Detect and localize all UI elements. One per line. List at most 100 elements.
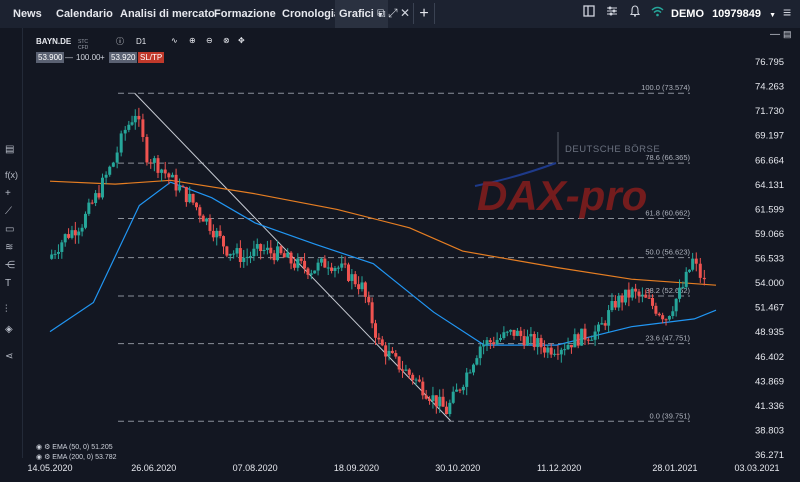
candle-body xyxy=(77,231,81,236)
volume-increase-button[interactable]: + xyxy=(100,53,105,62)
close-tab-icon[interactable]: ✕ xyxy=(400,6,411,20)
candle-body xyxy=(319,258,323,263)
fibonacci-retracement[interactable]: 100.0 (73.574) 78.6 (66.365) 61.8 (60.662)… xyxy=(118,83,690,422)
candle-body xyxy=(286,252,290,258)
bell-icon[interactable] xyxy=(629,5,641,20)
minimize-icon[interactable]: — xyxy=(770,29,780,40)
candle-body xyxy=(553,353,557,355)
candle-body xyxy=(272,253,276,261)
detach-window-icon[interactable]: ⧉ xyxy=(377,6,386,20)
tab-analisi-di-mercato[interactable]: Analisi di mercato xyxy=(120,8,215,20)
x-tick-label: 03.03.2021 xyxy=(734,463,779,473)
candle-body xyxy=(502,332,506,339)
candle-body xyxy=(630,288,634,298)
watchlist-icon[interactable]: ▤ xyxy=(5,144,15,155)
eye-icon[interactable]: ◉ xyxy=(36,444,43,451)
candle-body xyxy=(67,234,71,238)
candle-body xyxy=(262,250,266,252)
move-icon[interactable]: ✥ xyxy=(238,36,245,45)
zoom-reset-icon[interactable]: ⊗ xyxy=(223,36,230,45)
x-tick-label: 11.12.2020 xyxy=(537,463,581,473)
account-number: 10979849 xyxy=(712,8,762,20)
tab-cronologia[interactable]: Cronologia xyxy=(282,8,341,20)
candle-body xyxy=(238,248,242,262)
bid-price[interactable]: 53.900 xyxy=(36,52,65,63)
candle-body xyxy=(228,253,232,256)
candle-body xyxy=(515,330,519,336)
candle-body xyxy=(651,298,655,306)
legend-ema-50[interactable]: ◉ ⚙ EMA (50, 0) 51.205 xyxy=(36,443,113,451)
layout-icon[interactable] xyxy=(583,5,595,20)
candle-body xyxy=(384,345,388,357)
candle-body xyxy=(428,398,432,401)
candle-body xyxy=(326,267,330,269)
text-tool-icon[interactable]: T xyxy=(5,278,12,289)
candle-body xyxy=(678,287,682,299)
timeframe-selector[interactable]: D1 xyxy=(136,37,147,46)
function-icon[interactable]: f(x) xyxy=(5,170,18,180)
symbol-name[interactable]: BAYN.DE xyxy=(36,37,72,46)
info-icon[interactable]: ⓘ xyxy=(116,37,124,46)
price-chart[interactable]: 100.0 (73.574) 78.6 (66.365) 61.8 (60.662)… xyxy=(0,28,800,477)
eye-icon[interactable]: ◉ xyxy=(36,454,43,461)
zoom-out-icon[interactable]: ⊖ xyxy=(206,36,213,45)
volume-input[interactable]: 100.00 xyxy=(76,53,101,62)
popout-icon[interactable]: ⤢ xyxy=(388,6,398,20)
candle-body xyxy=(691,258,695,270)
candle-body xyxy=(465,372,469,387)
candle-body xyxy=(330,267,334,271)
candle-body xyxy=(694,258,698,264)
candle-body xyxy=(394,353,398,357)
candle-body xyxy=(205,218,209,222)
candle-body xyxy=(407,369,411,375)
line-tool-icon[interactable]: ⟋ xyxy=(5,206,12,217)
chart-panel[interactable]: 100.0 (73.574) 78.6 (66.365) 61.8 (60.662)… xyxy=(0,28,800,477)
chart-type-icon[interactable]: ∿ xyxy=(171,36,178,45)
candle-body xyxy=(303,260,307,269)
candle-body xyxy=(265,247,269,251)
candle-body xyxy=(671,311,675,317)
tab-grafici[interactable]: Grafici ▼ xyxy=(335,0,388,28)
candle-body xyxy=(444,406,448,415)
zoom-in-icon[interactable]: ⊕ xyxy=(189,36,196,45)
candle-body xyxy=(316,262,320,271)
candle-body xyxy=(289,252,293,264)
candle-body xyxy=(458,389,462,391)
layers-icon[interactable]: ◈ xyxy=(5,324,13,335)
tab-calendario[interactable]: Calendario xyxy=(56,8,113,20)
candle-body xyxy=(87,202,91,214)
sliders-icon[interactable] xyxy=(606,5,618,20)
settings-icon[interactable]: ⚙ xyxy=(44,444,51,451)
candle-body xyxy=(607,310,611,326)
hamburger-menu-icon[interactable]: ≡ xyxy=(783,4,792,20)
candle-body xyxy=(292,263,296,268)
candle-body xyxy=(529,334,533,337)
legend-ema-200[interactable]: ◉ ⚙ EMA (200, 0) 53.782 xyxy=(36,453,117,461)
channel-tool-icon[interactable]: ≋ xyxy=(5,242,14,253)
x-tick-label: 26.06.2020 xyxy=(131,463,176,473)
fibonacci-tool-icon[interactable]: ⋲ xyxy=(5,260,15,271)
crosshair-icon[interactable]: + xyxy=(5,188,11,199)
x-tick-label: 07.08.2020 xyxy=(233,463,278,473)
price-axis[interactable]: 76.795 74.263 71.730 69.197 66.664 64.131 61.5… xyxy=(755,57,784,461)
candle-body xyxy=(539,338,543,348)
indicators-icon[interactable]: ⫶ xyxy=(5,304,8,315)
ask-price[interactable]: 53.920 xyxy=(109,52,138,63)
sl-tp-button[interactable]: SL/TP xyxy=(138,52,165,63)
candle-body xyxy=(596,324,600,332)
candle-body xyxy=(620,295,624,303)
x-tick-label: 18.09.2020 xyxy=(334,463,379,473)
time-axis[interactable]: 14.05.2020 26.06.2020 07.08.2020 18.09.2020… xyxy=(27,463,779,473)
rectangle-tool-icon[interactable]: ▭ xyxy=(5,224,15,235)
candle-body xyxy=(60,242,64,252)
settings-icon[interactable]: ⚙ xyxy=(44,454,51,461)
add-tab-button[interactable]: + xyxy=(413,3,435,24)
tab-news[interactable]: News xyxy=(13,8,42,20)
candle-body xyxy=(451,391,455,403)
account-selector[interactable]: DEMO 10979849 ▼ xyxy=(671,0,776,28)
share-icon[interactable]: ⋖ xyxy=(5,351,14,362)
tab-formazione[interactable]: Formazione xyxy=(214,8,276,20)
volume-decrease-button[interactable]: — xyxy=(65,53,73,62)
x-tick-label: 14.05.2020 xyxy=(27,463,72,473)
chart-menu-icon[interactable]: ▤ xyxy=(783,29,792,39)
